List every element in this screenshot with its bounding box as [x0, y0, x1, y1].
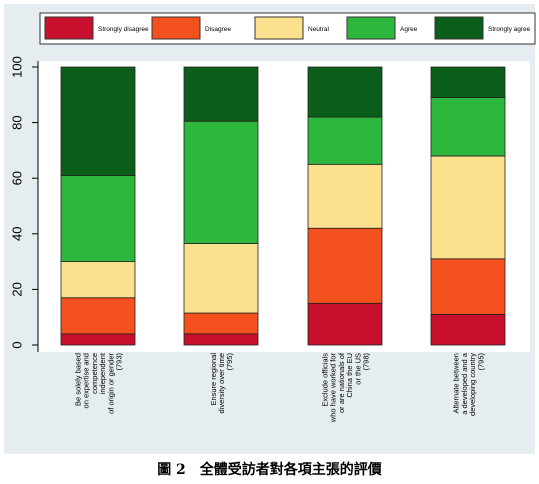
bar-segment: [430, 66, 506, 98]
x-category-label: Ensure regional: [209, 353, 218, 406]
bar-segment: [307, 302, 383, 346]
x-category-label: on expertise and: [82, 353, 91, 408]
x-category-label: (793): [115, 353, 124, 371]
legend-label: Disagree: [205, 26, 231, 33]
figure-caption: 圖 2 全體受訪者對各項主張的評價: [157, 462, 382, 478]
bar-segment: [430, 97, 506, 157]
legend-swatch: [434, 16, 484, 40]
legend: Strongly disagree Disagree Neutral Agree Str…: [44, 16, 531, 40]
x-category-label: China the EU: [345, 353, 354, 398]
x-category-label: or are nationals of: [337, 352, 346, 413]
legend-label: Agree: [400, 26, 418, 33]
bar-segment: [430, 155, 506, 260]
legend-label: Strongly disagree: [98, 26, 149, 33]
bar-segment: [183, 66, 259, 122]
y-tick-label: 20: [9, 282, 24, 296]
legend-swatch: [44, 16, 94, 40]
stacked-bar-chart: Strongly disagree Disagree Neutral Agree Str…: [4, 4, 536, 454]
x-category-label: of origin or gender: [106, 353, 115, 414]
bar-segment: [183, 312, 259, 335]
x-category-label: who have worked for: [329, 352, 338, 423]
y-axis: 0 20 40 60 80 100: [9, 56, 38, 349]
bar-segment: [430, 258, 506, 315]
x-category-label: (795): [225, 353, 234, 371]
x-category-label: (795): [476, 353, 485, 371]
bar-segment: [60, 66, 136, 176]
x-category-label: developing country: [468, 353, 477, 416]
x-category-label: competence: [90, 353, 99, 394]
legend-swatch: [346, 16, 396, 40]
x-category-label: or the US: [353, 353, 362, 385]
bar-segment: [183, 120, 259, 244]
x-axis-labels: Be solely based on expertise and competenc…: [74, 352, 486, 423]
legend-swatch: [151, 16, 201, 40]
x-category-label: a developed and a: [460, 352, 469, 415]
bar-segment: [307, 163, 383, 229]
legend-label: Neutral: [308, 26, 330, 33]
bar-segment: [60, 175, 136, 262]
x-category-label: independent: [98, 352, 107, 394]
bar-segment: [307, 116, 383, 165]
y-tick-label: 60: [9, 171, 24, 185]
bar-segment: [430, 314, 506, 346]
x-category-label: Be solely based: [74, 353, 83, 406]
y-tick-label: 100: [9, 56, 24, 78]
x-category-label: diversity over time: [217, 353, 226, 413]
bar-segment: [60, 297, 136, 335]
bar-layer: [60, 66, 506, 346]
x-category-label: Alternate between: [452, 353, 461, 413]
legend-swatch: [254, 16, 304, 40]
x-category-label: Exclude officials: [321, 353, 330, 407]
bar-segment: [60, 261, 136, 299]
bar-segment: [307, 66, 383, 118]
y-tick-label: 0: [9, 341, 24, 348]
y-tick-label: 40: [9, 227, 24, 241]
bar-segment: [183, 243, 259, 314]
legend-label: Strongly agree: [488, 26, 531, 33]
bar-segment: [307, 227, 383, 304]
bar-segment: [183, 333, 259, 346]
y-tick-label: 80: [9, 115, 24, 129]
x-category-label: (798): [362, 353, 371, 371]
bar-segment: [60, 333, 136, 346]
